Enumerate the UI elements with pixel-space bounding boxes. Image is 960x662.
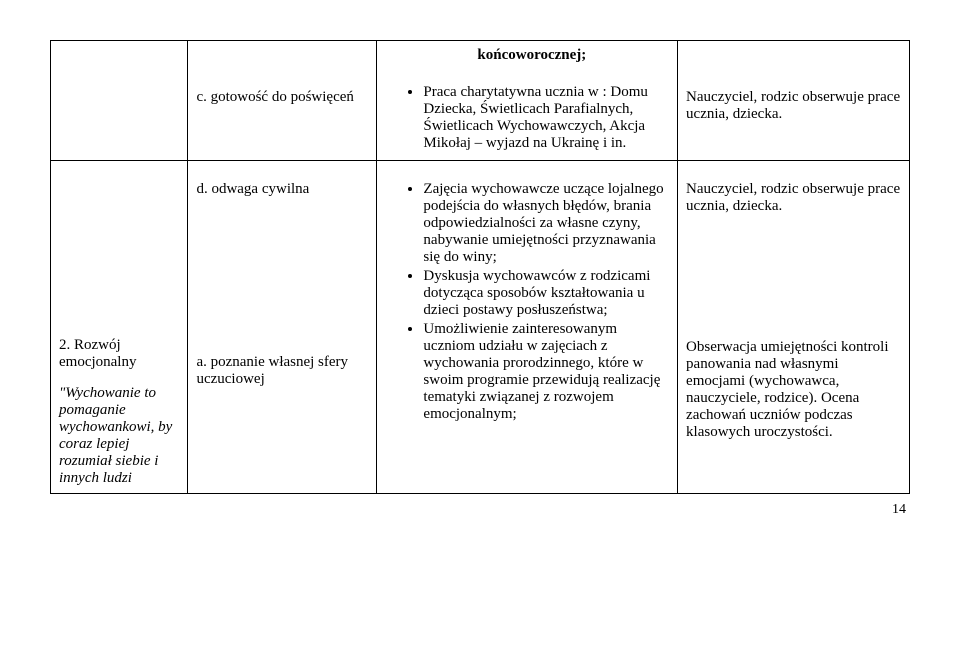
cell-observer: Nauczyciel, rodzic obserwuje prace uczni… (678, 41, 910, 161)
bullet-item: Umożliwienie zainteresowanym uczniom udz… (423, 321, 669, 423)
continuation-text: końcoworocznej; (477, 47, 669, 64)
section-quote: "Wychowanie to pomaganie wychowankowi, b… (59, 385, 179, 487)
section-heading: 2. Rozwój emocjonalny (59, 337, 179, 371)
cell-observer: Nauczyciel, rodzic obserwuje prace uczni… (678, 161, 910, 494)
observer-text: Nauczyciel, rodzic obserwuje prace uczni… (686, 89, 901, 123)
item-label: c. gotowość do poświęceń (196, 89, 368, 106)
cell-heading: 2. Rozwój emocjonalny "Wychowanie to pom… (51, 161, 188, 494)
cell-item: d. odwaga cywilna a. poznanie własnej sf… (188, 161, 377, 494)
cell-item: c. gotowość do poświęceń (188, 41, 377, 161)
item-label: d. odwaga cywilna (196, 181, 368, 198)
cell-content: końcoworocznej; Praca charytatywna uczni… (377, 41, 678, 161)
bullet-item: Praca charytatywna ucznia w : Domu Dziec… (423, 84, 669, 152)
page-number: 14 (50, 502, 910, 518)
cell-content: Zajęcia wychowawcze uczące lojalnego pod… (377, 161, 678, 494)
table-row: 2. Rozwój emocjonalny "Wychowanie to pom… (51, 161, 910, 494)
observer-text: Obserwacja umiejętności kontroli panowan… (686, 339, 901, 441)
bullet-item: Dyskusja wychowawców z rodzicami dotyczą… (423, 268, 669, 319)
document-table: c. gotowość do poświęceń końcoworocznej;… (50, 40, 910, 494)
observer-text: Nauczyciel, rodzic obserwuje prace uczni… (686, 181, 901, 215)
item-label: a. poznanie własnej sfery uczuciowej (196, 354, 368, 388)
cell-heading (51, 41, 188, 161)
bullet-item: Zajęcia wychowawcze uczące lojalnego pod… (423, 181, 669, 266)
table-row: c. gotowość do poświęceń końcoworocznej;… (51, 41, 910, 161)
